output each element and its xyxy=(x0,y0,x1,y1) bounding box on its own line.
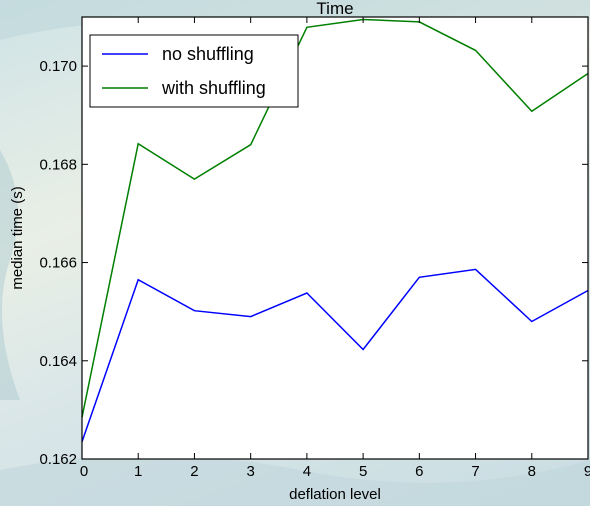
plot-frame xyxy=(81,16,589,460)
legend-label-no-shuffling: no shuffling xyxy=(162,44,254,64)
x-tick-label: 0 xyxy=(80,463,88,480)
y-axis-title: median time (s) xyxy=(9,186,26,289)
legend-box xyxy=(89,34,299,108)
series-line-no-shuffling xyxy=(81,268,589,443)
x-axis-title: deflation level xyxy=(289,486,381,503)
x-tick-label: 7 xyxy=(471,463,479,480)
y-tick-label: 0.170 xyxy=(39,58,77,75)
x-tick-label: 3 xyxy=(246,463,254,480)
x-tick-label: 5 xyxy=(359,463,367,480)
x-tick-label: 6 xyxy=(415,463,423,480)
x-tick-label: 4 xyxy=(303,463,311,480)
y-tick-label: 0.166 xyxy=(39,255,77,272)
y-tick-label: 0.168 xyxy=(39,156,77,173)
series-line-with-shuffling xyxy=(81,18,589,418)
x-tick-label: 1 xyxy=(134,463,142,480)
y-tick-label: 0.164 xyxy=(39,353,77,370)
legend: no shuffling with shuffling xyxy=(89,34,299,108)
legend-label-with-shuffling: with shuffling xyxy=(161,78,266,98)
y-tick-label: 0.162 xyxy=(39,451,77,468)
x-tick-label: 2 xyxy=(190,463,198,480)
x-tick-label: 8 xyxy=(528,463,536,480)
x-tick-label: 9 xyxy=(584,463,590,480)
chart-title: Time xyxy=(316,0,353,18)
